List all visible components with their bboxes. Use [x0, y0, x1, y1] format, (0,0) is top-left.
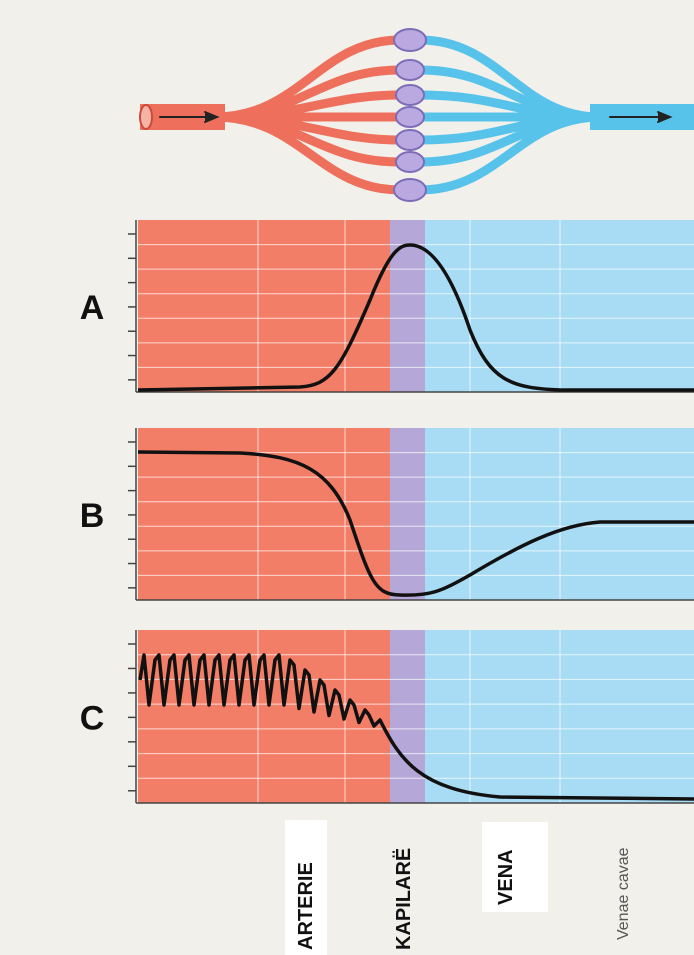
region-label: VENA [495, 849, 517, 905]
region-label: KAPILARË [392, 848, 415, 950]
diagram: A B C ARTERIE KAPILARË VENA Venae cavae [0, 0, 694, 955]
panel-label: C [80, 699, 105, 737]
capillary-zone [390, 428, 425, 600]
region-label: ARTERIE [295, 862, 317, 950]
region-label: Venae cavae [615, 847, 632, 940]
capillary-zone [390, 630, 425, 803]
panel-label: B [80, 497, 105, 535]
artery-zone [138, 220, 390, 392]
panel-label: A [80, 289, 105, 327]
